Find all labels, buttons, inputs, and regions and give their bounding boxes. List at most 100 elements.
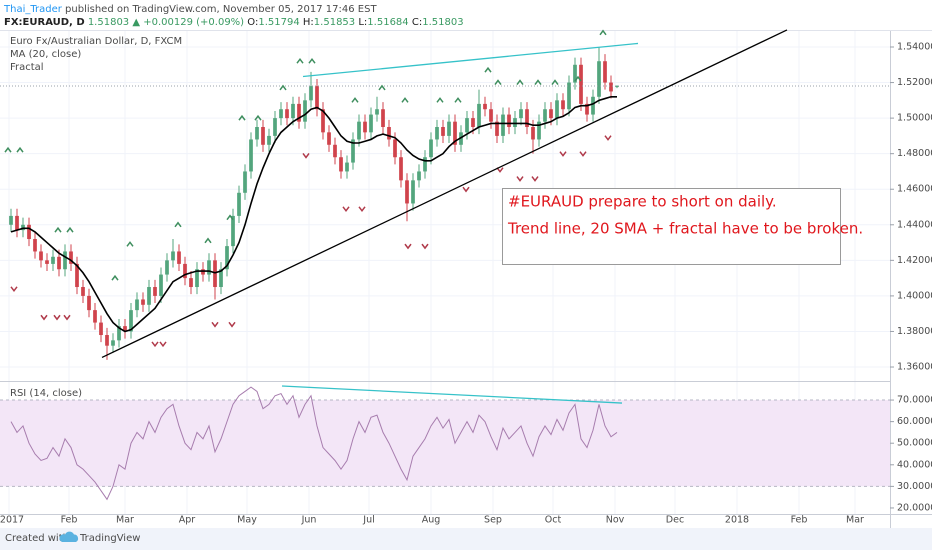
candle-body <box>105 335 109 346</box>
fractal-down <box>40 314 48 321</box>
candle-body <box>333 144 337 158</box>
fractal-up <box>534 79 542 86</box>
candle-body <box>507 114 511 128</box>
symbol: FX:EURAUD, D <box>4 17 85 28</box>
fractal-down <box>404 243 412 250</box>
candle-body <box>513 118 517 128</box>
candle-body <box>201 269 205 275</box>
candle-body <box>585 103 589 115</box>
rsi-title: RSI (14, close) <box>10 388 82 399</box>
candle-body <box>321 109 325 133</box>
candle-body <box>555 100 559 119</box>
y-tick-label: 30.0000 <box>897 481 932 492</box>
candle-body <box>615 86 619 88</box>
candle-body <box>39 251 43 261</box>
y-tick-label: 70.0000 <box>897 395 932 406</box>
candle-body <box>69 251 73 264</box>
y-tick-label: 60.0000 <box>897 416 932 427</box>
candle-body <box>375 109 379 115</box>
fractal-up <box>494 79 502 86</box>
x-tick-label: Feb <box>791 515 808 526</box>
rsi-line <box>10 386 618 501</box>
candle-body <box>477 103 481 128</box>
x-tick-label: Dec <box>666 515 684 526</box>
y-tick-label: 1.48000 <box>897 148 932 159</box>
x-tick-label: Mar <box>116 515 134 526</box>
candle-body <box>87 295 91 311</box>
fractal-up <box>174 221 182 228</box>
quote-value: 1.51684 <box>367 17 408 28</box>
candle-body <box>567 82 571 110</box>
candle-body <box>327 132 331 145</box>
candle-body <box>81 287 85 296</box>
fractal-down <box>531 176 539 182</box>
candle-body <box>483 103 487 110</box>
fractal-up <box>574 75 582 82</box>
annotation-text: Trend line, 20 SMA + fractal have to be … <box>507 220 863 238</box>
candle-body <box>351 139 355 163</box>
fractal-up <box>599 29 607 36</box>
y-tick-label: 50.0000 <box>897 438 932 449</box>
fractal-up <box>4 146 12 153</box>
fractal-up <box>436 97 444 103</box>
symbol-line: FX:EURAUD, D 1.51803 ▲ +0.00129 (+0.09%)… <box>4 17 464 28</box>
y-tick-label: 1.52000 <box>897 77 932 88</box>
fractal-up <box>516 79 524 86</box>
candle-body <box>213 260 217 288</box>
footer <box>0 528 932 550</box>
candle-body <box>219 269 223 288</box>
x-tick-label: Mar <box>846 515 864 526</box>
change: ▲ +0.00129 (+0.09%) <box>132 17 244 28</box>
fractal-down <box>496 167 504 173</box>
fractal-up <box>126 241 134 247</box>
candle-body <box>63 251 67 270</box>
x-tick-label: Sep <box>484 515 502 526</box>
y-tick-label: 1.40000 <box>897 290 932 301</box>
quote-label: C: <box>412 17 422 28</box>
fractal-up <box>279 84 287 91</box>
candle-body <box>261 127 265 145</box>
fractal-down <box>63 314 71 321</box>
fractal-up <box>484 66 492 73</box>
fractal-up <box>54 226 62 233</box>
candle-body <box>423 157 427 172</box>
candle-body <box>57 256 61 270</box>
fractal-down <box>358 206 366 213</box>
x-tick-label: Nov <box>606 515 625 526</box>
fractal-up <box>351 97 359 103</box>
last-price: 1.51803 <box>88 17 129 28</box>
candle-body <box>117 326 121 341</box>
candle-body <box>297 103 301 122</box>
candle-body <box>183 263 187 279</box>
candle-body <box>189 278 193 288</box>
fractal-down <box>302 153 310 159</box>
y-tick-label: 1.44000 <box>897 219 932 230</box>
quote-label: O: <box>247 17 258 28</box>
fractal-down <box>151 341 159 348</box>
brand-name[interactable]: TradingView <box>79 533 140 544</box>
fractal-down <box>159 341 167 348</box>
annotation-text: #EURAUD prepare to short on daily. <box>508 193 777 211</box>
x-tick-label: 2017 <box>0 515 24 526</box>
published: published on TradingView.com, November 0… <box>65 4 377 15</box>
x-tick-label: May <box>237 515 257 526</box>
candle-body <box>267 135 271 145</box>
candle-body <box>111 340 115 346</box>
candle-body <box>165 260 169 275</box>
y-tick-label: 20.0000 <box>897 502 932 513</box>
candle-body <box>471 118 475 128</box>
candle-body <box>273 118 277 136</box>
candle-body <box>603 61 607 83</box>
candle-body <box>237 192 241 216</box>
candle-body <box>141 299 145 305</box>
candle-body <box>417 171 421 181</box>
rsi-band <box>0 400 890 487</box>
footer-text: Created with <box>5 533 69 544</box>
author[interactable]: Thai_Trader <box>3 4 63 15</box>
fractal-down <box>10 286 18 293</box>
candle-body <box>255 127 259 140</box>
candle-body <box>93 310 97 323</box>
fractal-up <box>378 84 386 91</box>
candle-body <box>9 215 13 225</box>
